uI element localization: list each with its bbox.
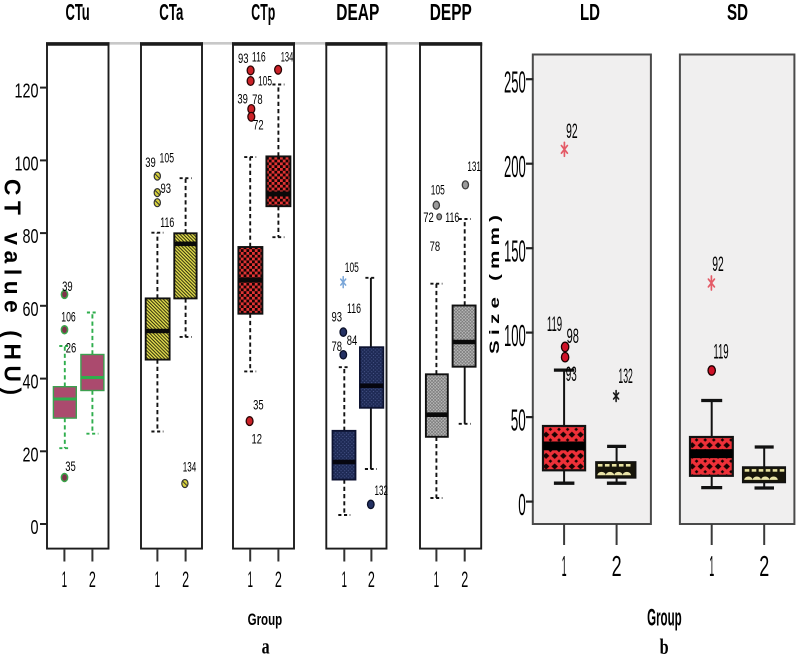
svg-text:150: 150 xyxy=(504,235,526,269)
svg-text:200: 200 xyxy=(504,150,526,184)
svg-text:92: 92 xyxy=(566,119,578,143)
svg-text:1: 1 xyxy=(342,567,348,592)
svg-text:2: 2 xyxy=(275,567,282,592)
svg-text:26: 26 xyxy=(66,340,77,356)
svg-text:1: 1 xyxy=(155,567,161,592)
svg-text:CTa: CTa xyxy=(159,0,184,25)
svg-text:78: 78 xyxy=(430,238,441,254)
svg-text:2: 2 xyxy=(759,551,769,583)
svg-text:DEAP: DEAP xyxy=(336,0,379,25)
svg-text:CTp: CTp xyxy=(251,0,275,25)
svg-text:SD: SD xyxy=(727,0,748,25)
svg-text:116: 116 xyxy=(160,214,174,230)
svg-text:84: 84 xyxy=(347,332,358,348)
svg-text:93: 93 xyxy=(566,362,577,386)
svg-text:LD: LD xyxy=(580,0,600,25)
svg-text:105: 105 xyxy=(431,181,445,197)
svg-text:1: 1 xyxy=(434,567,440,592)
svg-text:119: 119 xyxy=(713,340,728,364)
svg-text:72: 72 xyxy=(253,117,264,133)
svg-text:72: 72 xyxy=(423,209,434,225)
svg-text:CTu: CTu xyxy=(65,0,89,25)
svg-text:2: 2 xyxy=(89,567,96,592)
svg-text:60: 60 xyxy=(23,298,39,321)
svg-text:105: 105 xyxy=(258,73,272,89)
svg-text:1: 1 xyxy=(247,567,253,592)
svg-text:a: a xyxy=(262,634,270,655)
svg-text:100: 100 xyxy=(504,319,526,353)
svg-text:93: 93 xyxy=(161,180,172,196)
svg-text:20: 20 xyxy=(23,443,39,466)
svg-text:116: 116 xyxy=(445,209,459,225)
svg-text:35: 35 xyxy=(65,458,76,474)
svg-text:DEPP: DEPP xyxy=(430,0,472,25)
svg-text:40: 40 xyxy=(23,371,39,394)
svg-text:Group: Group xyxy=(647,604,682,631)
svg-text:93: 93 xyxy=(238,50,249,66)
svg-text:100: 100 xyxy=(15,152,39,175)
svg-text:132: 132 xyxy=(618,364,632,388)
svg-text:35: 35 xyxy=(253,396,264,412)
svg-text:b: b xyxy=(660,634,669,654)
svg-text:39: 39 xyxy=(145,154,156,170)
svg-text:50: 50 xyxy=(511,404,526,438)
svg-text:250: 250 xyxy=(504,66,526,100)
svg-text:12: 12 xyxy=(252,431,263,447)
svg-text:39: 39 xyxy=(237,90,248,106)
svg-text:120: 120 xyxy=(15,80,39,103)
svg-text:131: 131 xyxy=(467,158,481,174)
svg-text:2: 2 xyxy=(368,567,375,592)
svg-text:116: 116 xyxy=(347,300,361,316)
svg-text:80: 80 xyxy=(23,225,39,248)
svg-text:39: 39 xyxy=(62,278,73,294)
svg-text:1: 1 xyxy=(62,567,68,592)
svg-text:0: 0 xyxy=(518,488,526,522)
svg-text:106: 106 xyxy=(61,309,76,325)
svg-text:92: 92 xyxy=(712,252,724,276)
svg-text:98: 98 xyxy=(567,324,579,348)
svg-text:78: 78 xyxy=(332,338,343,354)
svg-text:2: 2 xyxy=(612,551,622,583)
svg-text:105: 105 xyxy=(160,150,175,166)
svg-text:Group: Group xyxy=(248,610,283,629)
svg-text:93: 93 xyxy=(332,308,343,324)
svg-text:0: 0 xyxy=(31,516,39,539)
svg-text:1: 1 xyxy=(562,551,567,583)
svg-text:1: 1 xyxy=(709,551,714,583)
svg-text:78: 78 xyxy=(252,91,263,107)
svg-text:134: 134 xyxy=(281,49,294,65)
svg-text:134: 134 xyxy=(183,459,197,475)
svg-text:116: 116 xyxy=(252,49,266,65)
svg-text:119: 119 xyxy=(547,312,562,336)
svg-text:2: 2 xyxy=(461,567,468,592)
svg-text:132: 132 xyxy=(375,482,389,498)
svg-text:2: 2 xyxy=(182,567,189,592)
svg-text:105: 105 xyxy=(345,259,359,275)
